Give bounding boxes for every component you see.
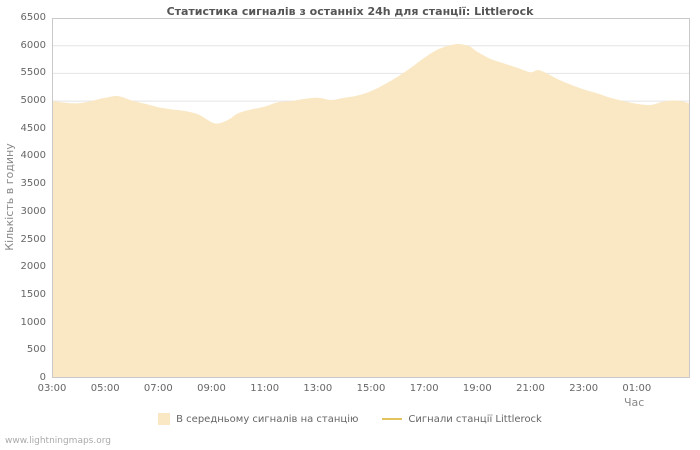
y-tick-label: 2000	[20, 261, 46, 273]
chart-title: Статистика сигналів з останніх 24h для с…	[166, 5, 534, 18]
y-tick-label: 2500	[20, 233, 46, 245]
area-chart-canvas	[52, 18, 690, 378]
x-tick-label: 11:00	[250, 383, 280, 394]
x-axis-title: Час	[624, 396, 645, 409]
x-tick-label: 05:00	[90, 383, 120, 394]
plot-area	[52, 18, 690, 378]
y-tick-label: 1000	[20, 316, 46, 328]
y-tick-label: 4500	[20, 122, 46, 134]
legend-area-label: В середньому сигналів на станцію	[176, 413, 359, 425]
x-tick-label: 15:00	[356, 383, 386, 394]
y-tick-label: 3000	[20, 205, 46, 217]
watermark: www.lightningmaps.org	[5, 436, 111, 446]
x-tick-label: 17:00	[409, 383, 439, 394]
x-tick-label: 07:00	[143, 383, 173, 394]
line-series-swatch	[382, 418, 403, 420]
x-tick-label: 09:00	[197, 383, 226, 394]
legend: В середньому сигналів на станцію Сигнали…	[0, 413, 700, 425]
y-tick-label: 6500	[20, 12, 46, 23]
x-tick-label: 13:00	[303, 383, 333, 394]
y-tick-label: 5000	[20, 95, 46, 107]
x-tick-label: 19:00	[462, 383, 492, 394]
legend-item-average: В середньому сигналів на станцію	[158, 413, 358, 425]
x-tick-label: 23:00	[569, 383, 599, 394]
x-tick-label: 01:00	[622, 383, 652, 394]
y-tick-label: 1500	[20, 288, 46, 300]
legend-item-station: Сигнали станції Littlerock	[382, 413, 542, 425]
y-tick-label: 5500	[20, 67, 46, 79]
x-tick-label: 21:00	[516, 383, 545, 394]
y-tick-label: 4000	[20, 150, 46, 162]
y-axis-title: Кількість в годину	[3, 143, 16, 251]
legend-line-label: Сигнали станції Littlerock	[408, 413, 542, 425]
y-tick-label: 3500	[20, 178, 46, 190]
y-tick-label: 500	[26, 344, 46, 356]
y-tick-label: 0	[39, 372, 46, 383]
y-tick-label: 6000	[20, 39, 46, 51]
x-tick-label: 03:00	[37, 383, 67, 394]
area-series-swatch	[158, 413, 171, 425]
